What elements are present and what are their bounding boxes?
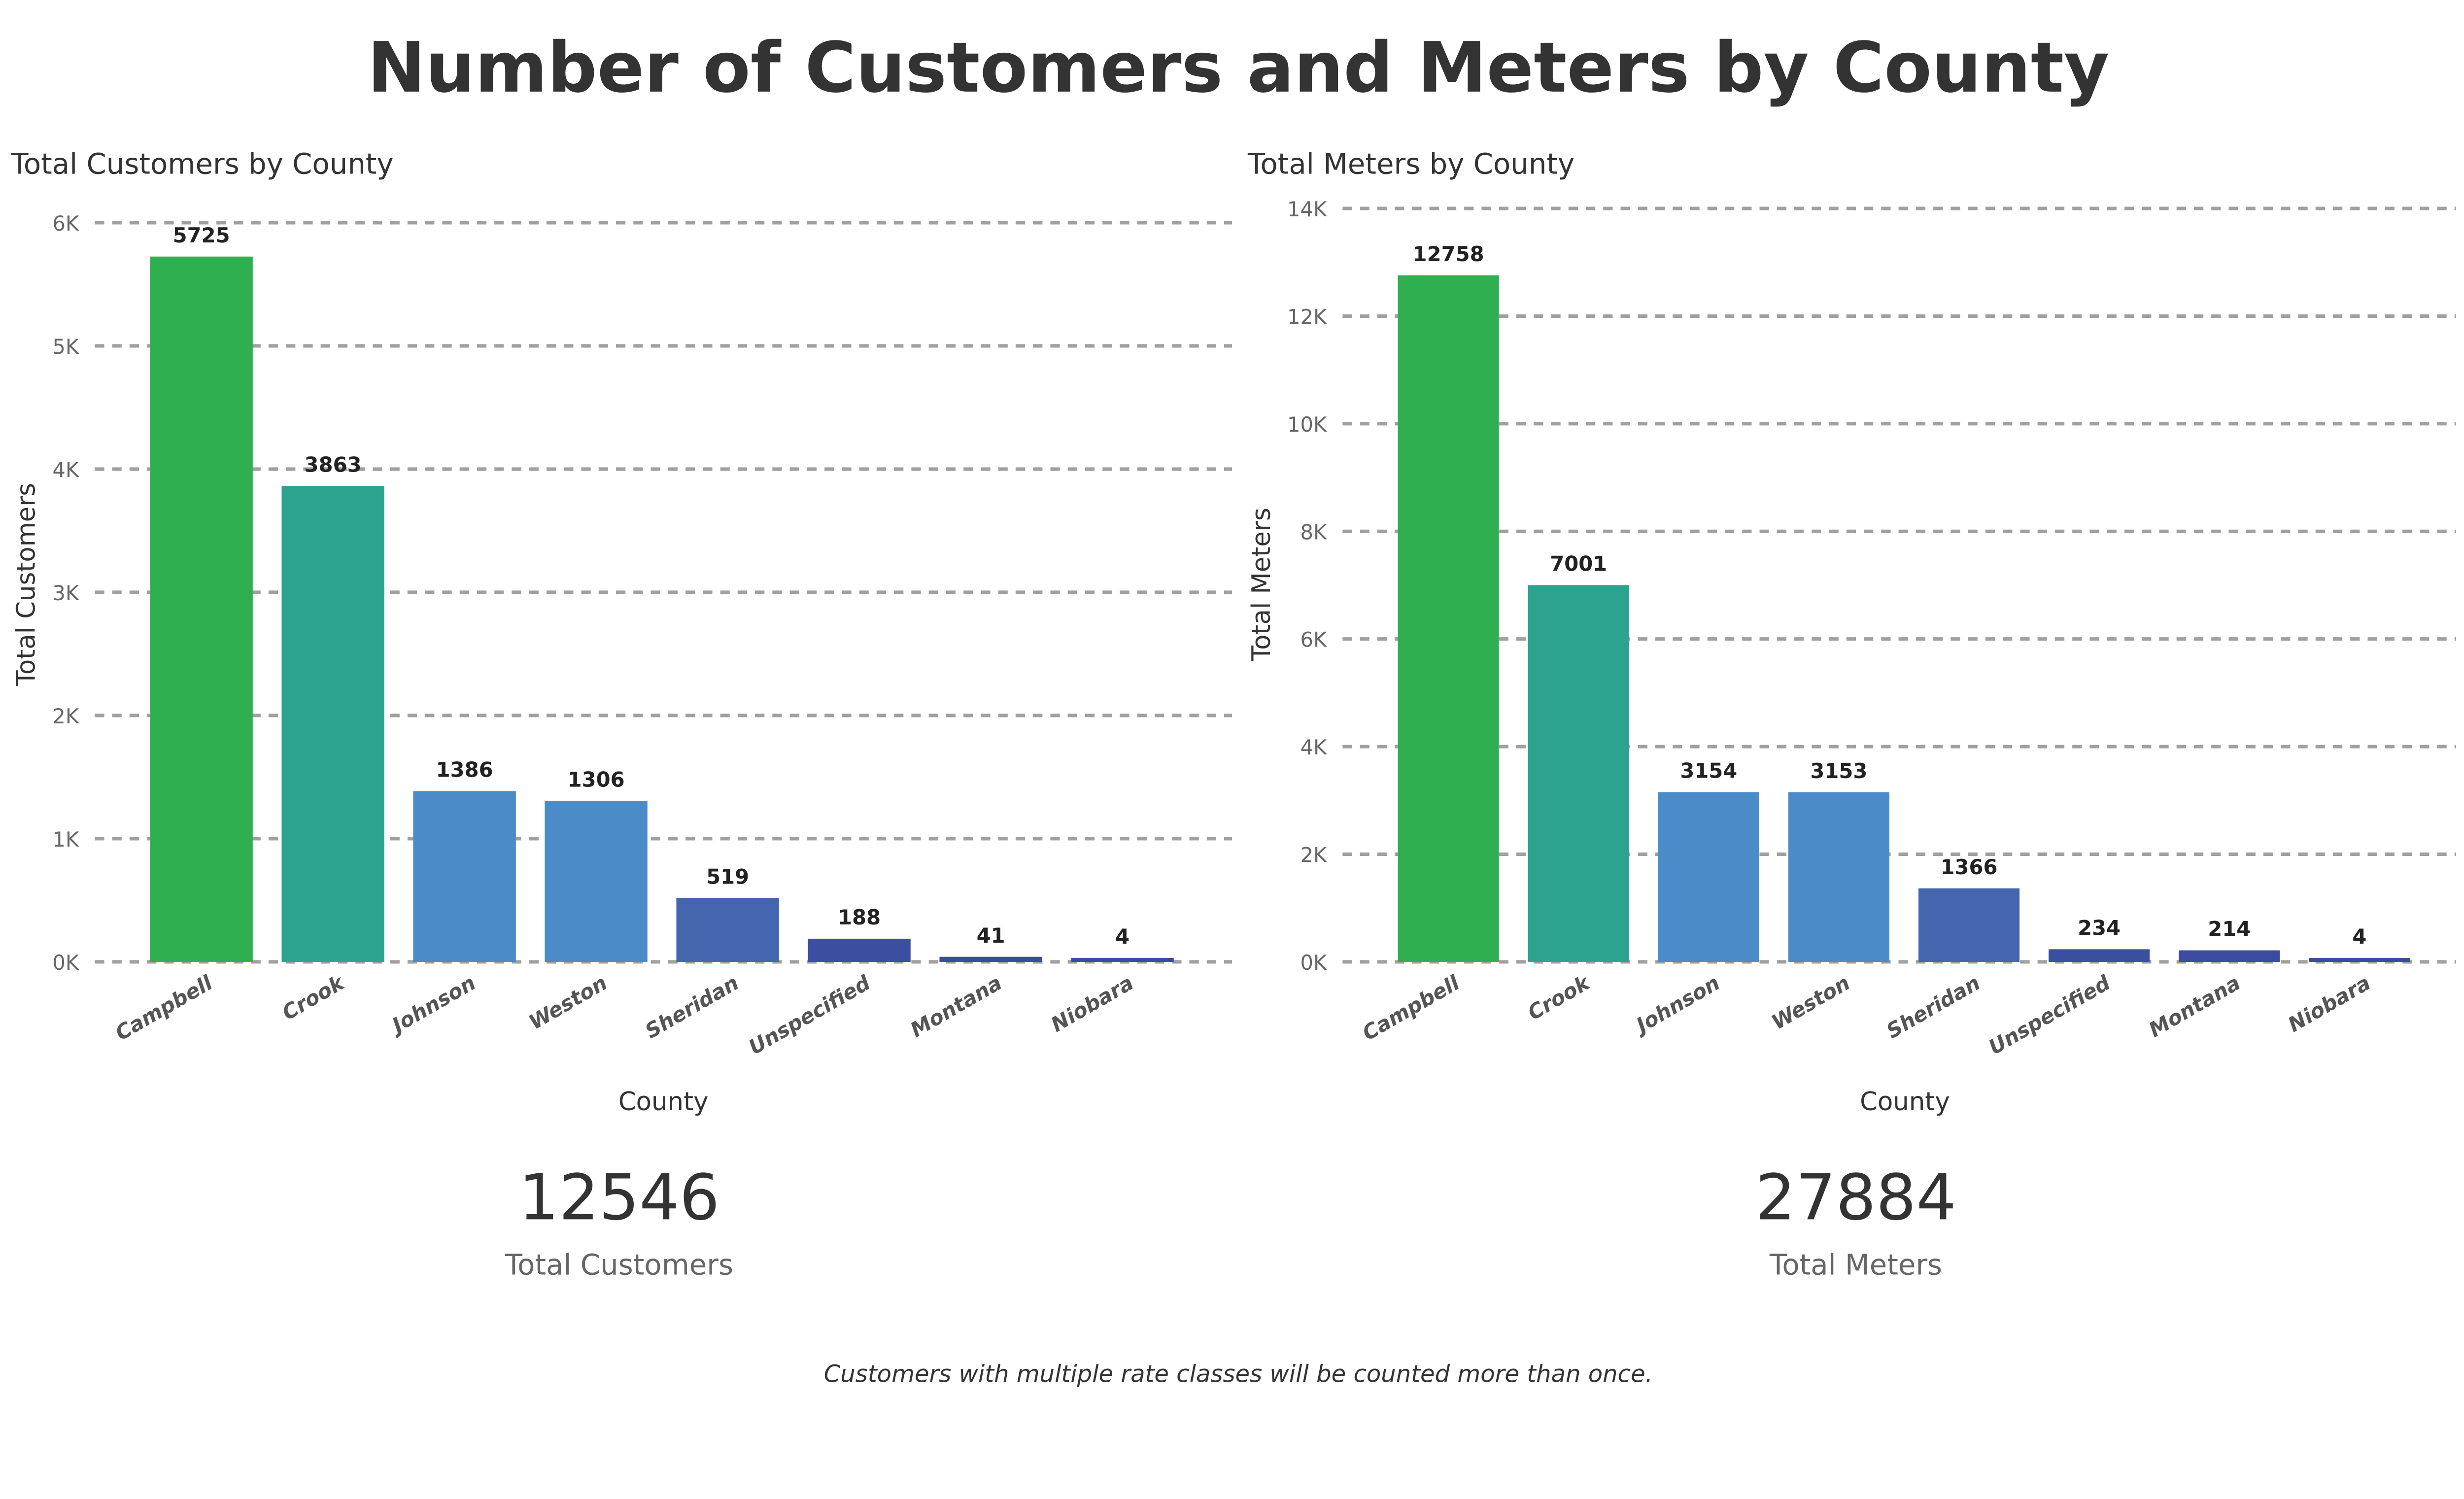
data-label: 1306: [568, 768, 625, 792]
y-tick-label: 2K: [52, 704, 80, 728]
y-axis-label: Total Customers: [12, 483, 41, 686]
x-tick-label: Johnson: [385, 970, 479, 1039]
x-tick-label: Montana: [2145, 970, 2244, 1042]
x-tick-label: Weston: [525, 970, 612, 1034]
chart-title: Total Customers by County: [10, 147, 393, 181]
bar-weston: [1788, 792, 1889, 962]
y-tick-label: 5K: [52, 335, 80, 359]
chart-title: Total Meters by County: [1247, 147, 1574, 181]
kpi-total-customers-value: 12546: [519, 1161, 720, 1234]
kpi-total-meters-value: 27884: [1755, 1161, 1956, 1234]
x-tick-label: Campbell: [111, 970, 217, 1045]
bar-montana: [2179, 950, 2280, 962]
x-tick-label: Unspecified: [745, 970, 875, 1059]
data-label: 4: [1115, 924, 1129, 949]
footnote: Customers with multiple rate classes wil…: [824, 1360, 1653, 1388]
bar-unspecified: [808, 938, 911, 962]
page-title: Number of Customers and Meters by County: [367, 28, 2109, 108]
data-label: 1366: [1941, 855, 1998, 879]
x-tick-label: Johnson: [1629, 970, 1724, 1039]
y-tick-label: 0K: [1300, 951, 1328, 975]
y-axis-label: Total Meters: [1247, 508, 1276, 661]
x-tick-label: Sheridan: [641, 970, 743, 1043]
x-tick-label: Crook: [278, 970, 349, 1025]
data-label: 5725: [173, 223, 230, 247]
bar-sheridan: [1918, 888, 2020, 962]
y-tick-label: 6K: [1300, 628, 1328, 652]
bar-crook: [281, 486, 384, 962]
bar-niobara: [1071, 957, 1174, 962]
data-label: 12758: [1413, 242, 1484, 266]
data-label: 7001: [1550, 552, 1607, 576]
bar-sheridan: [676, 898, 779, 962]
data-label: 1386: [436, 758, 493, 782]
dashboard: Number of Customers and Meters by County…: [10, 28, 2456, 1388]
x-tick-label: Sheridan: [1882, 970, 1985, 1043]
bar-unspecified: [2049, 949, 2150, 962]
y-tick-label: 0K: [52, 951, 80, 975]
kpi-total-meters-label: Total Meters: [1769, 1248, 1942, 1282]
x-axis-label: County: [1860, 1087, 1950, 1117]
y-tick-label: 8K: [1300, 520, 1328, 544]
data-label: 519: [706, 864, 749, 888]
y-tick-label: 1K: [52, 827, 80, 852]
y-tick-label: 4K: [1300, 735, 1328, 759]
data-label: 3154: [1680, 759, 1737, 783]
data-label: 4: [2352, 924, 2366, 949]
x-tick-label: Weston: [1767, 970, 1854, 1034]
x-tick-label: Unspecified: [1985, 970, 2115, 1059]
y-tick-label: 12K: [1287, 305, 1328, 329]
x-tick-label: Crook: [1524, 970, 1595, 1025]
y-tick-label: 4K: [52, 458, 80, 482]
data-label: 234: [2078, 916, 2121, 940]
data-label: 3153: [1810, 759, 1867, 783]
data-label: 3863: [305, 452, 362, 477]
y-tick-label: 10K: [1287, 412, 1328, 437]
x-axis-label: County: [618, 1087, 709, 1117]
bar-crook: [1528, 585, 1629, 962]
x-tick-label: Montana: [906, 970, 1006, 1042]
bar-campbell: [1398, 275, 1499, 962]
bar-campbell: [150, 256, 253, 962]
bar-montana: [939, 956, 1042, 962]
data-label: 214: [2208, 917, 2251, 941]
y-tick-label: 6K: [52, 211, 80, 236]
data-label: 188: [838, 905, 881, 929]
x-tick-label: Niobara: [2284, 970, 2374, 1037]
bar-johnson: [1658, 792, 1759, 962]
y-tick-label: 3K: [52, 581, 80, 605]
y-tick-label: 2K: [1300, 843, 1328, 867]
bar-niobara: [2309, 957, 2410, 962]
data-label: 41: [977, 923, 1005, 948]
kpi-total-customers-label: Total Customers: [505, 1248, 733, 1282]
x-tick-label: Niobara: [1047, 970, 1137, 1037]
x-tick-label: Campbell: [1358, 970, 1464, 1045]
bar-weston: [545, 801, 648, 962]
meters-chart: Total Meters by County 0K 2K 4K 6K 8K 10K 12K 14…: [1247, 147, 2456, 1117]
customers-chart: Total Customers by County 0K 1K 2K 3K 4K 5K 6K 5…: [10, 147, 1232, 1117]
bar-johnson: [413, 791, 516, 962]
y-tick-label: 14K: [1287, 197, 1328, 221]
